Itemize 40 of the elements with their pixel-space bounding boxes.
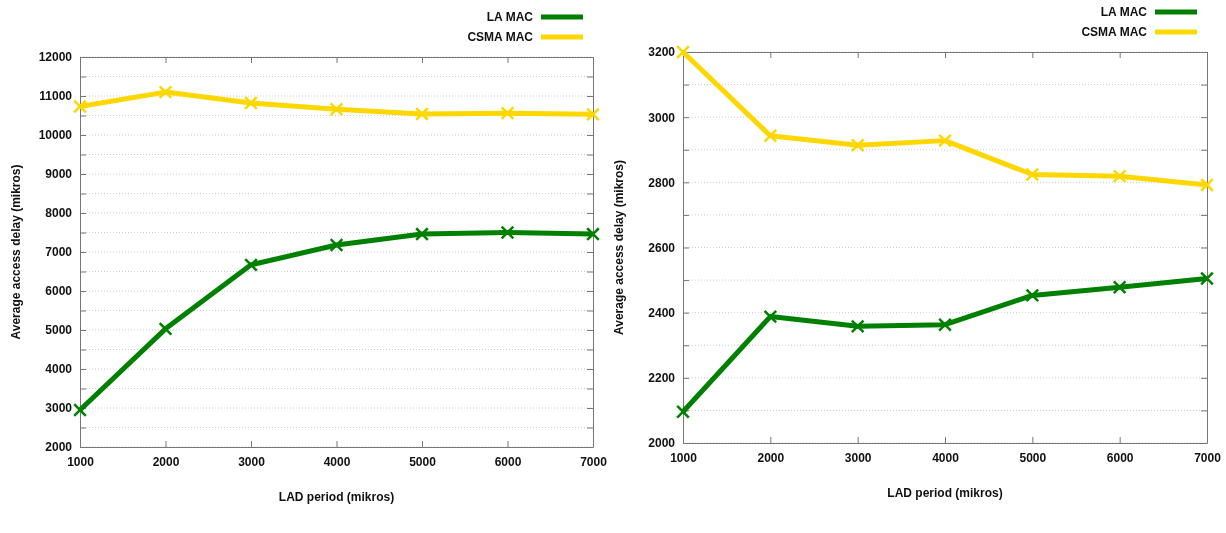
- x-tick-label: 3000: [238, 454, 266, 469]
- x-tick-label: 4000: [932, 450, 960, 465]
- y-tick-label: 2200: [648, 371, 676, 386]
- y-tick-label: 2600: [648, 240, 676, 255]
- x-tick-label: 5000: [1019, 450, 1047, 465]
- x-tick-label: 7000: [1194, 450, 1222, 465]
- y-tick-label: 2000: [45, 440, 73, 455]
- x-tick-label: 2000: [152, 454, 180, 469]
- x-axis-title: LAD period (mikros): [887, 486, 1003, 500]
- x-tick-label: 1000: [670, 450, 698, 465]
- x-tick-label: 2000: [757, 450, 785, 465]
- x-axis-title: LAD period (mikros): [278, 490, 395, 504]
- y-tick-label: 11000: [39, 89, 73, 104]
- y-tick-label: 10000: [38, 128, 73, 143]
- x-tick-label: 3000: [844, 450, 872, 465]
- y-tick-label: 8000: [45, 206, 73, 221]
- y-axis-title: Average access delay (mikros): [612, 160, 626, 335]
- legend-label: LA MAC: [486, 10, 534, 24]
- y-tick-label: 12000: [38, 50, 73, 65]
- x-tick-label: 1000: [67, 454, 95, 469]
- y-tick-label: 4000: [45, 362, 73, 377]
- y-tick-label: 2400: [648, 306, 676, 321]
- y-tick-label: 2000: [648, 436, 676, 451]
- legend-label: LA MAC: [1100, 5, 1148, 19]
- y-tick-label: 3200: [648, 45, 676, 60]
- y-tick-label: 3000: [45, 401, 73, 416]
- y-tick-label: 5000: [45, 323, 73, 338]
- x-tick-label: 6000: [1106, 450, 1134, 465]
- legend-label: CSMA MAC: [467, 30, 534, 44]
- y-axis-title: Average access delay (mikros): [9, 164, 23, 340]
- y-tick-label: 9000: [45, 167, 73, 182]
- y-tick-label: 2800: [648, 175, 676, 190]
- y-tick-label: 3000: [648, 110, 676, 125]
- y-tick-label: 6000: [45, 284, 73, 299]
- x-tick-label: 4000: [323, 454, 351, 469]
- x-tick-label: 7000: [580, 454, 608, 469]
- x-tick-label: 5000: [409, 454, 437, 469]
- y-tick-label: 7000: [45, 245, 73, 260]
- x-tick-label: 6000: [494, 454, 522, 469]
- legend-label: CSMA MAC: [1081, 25, 1148, 39]
